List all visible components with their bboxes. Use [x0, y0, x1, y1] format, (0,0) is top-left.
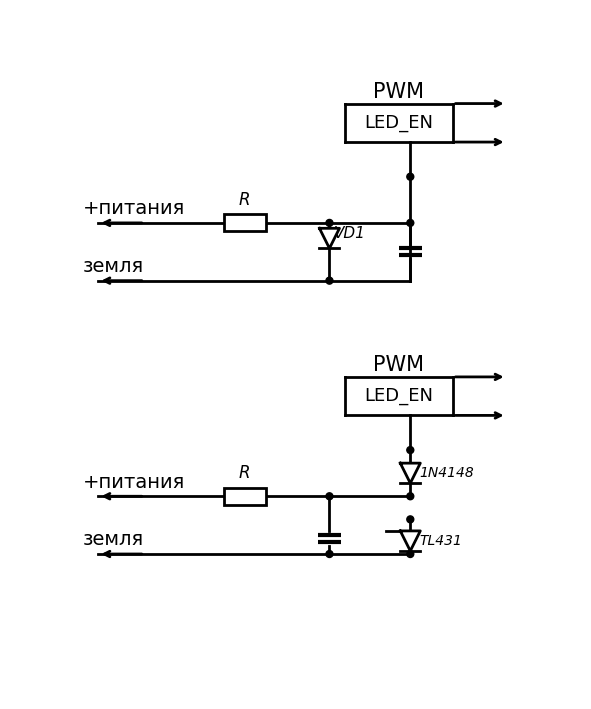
Bar [223, 214, 266, 231]
Text: земля: земля [83, 530, 144, 549]
Text: LED_EN: LED_EN [364, 114, 433, 132]
Text: PWM: PWM [374, 82, 424, 102]
Circle shape [407, 516, 414, 523]
Text: R: R [239, 464, 251, 482]
Text: +питания: +питания [83, 473, 186, 491]
Text: земля: земля [83, 257, 144, 276]
Text: 1N4148: 1N4148 [420, 466, 475, 480]
Circle shape [407, 173, 414, 180]
Text: LED_EN: LED_EN [364, 387, 433, 405]
Circle shape [326, 277, 333, 284]
Circle shape [326, 220, 333, 226]
Circle shape [407, 551, 414, 557]
Circle shape [407, 220, 414, 226]
Polygon shape [320, 228, 339, 248]
Polygon shape [400, 463, 420, 483]
Circle shape [407, 493, 414, 500]
Polygon shape [400, 531, 420, 551]
Circle shape [407, 447, 414, 454]
Text: VD1: VD1 [334, 226, 366, 241]
Text: TL431: TL431 [420, 534, 462, 548]
Circle shape [326, 493, 333, 500]
Text: R: R [239, 191, 251, 209]
Text: PWM: PWM [374, 355, 424, 375]
Circle shape [326, 551, 333, 557]
Bar [223, 488, 266, 505]
Text: +питания: +питания [83, 199, 186, 218]
